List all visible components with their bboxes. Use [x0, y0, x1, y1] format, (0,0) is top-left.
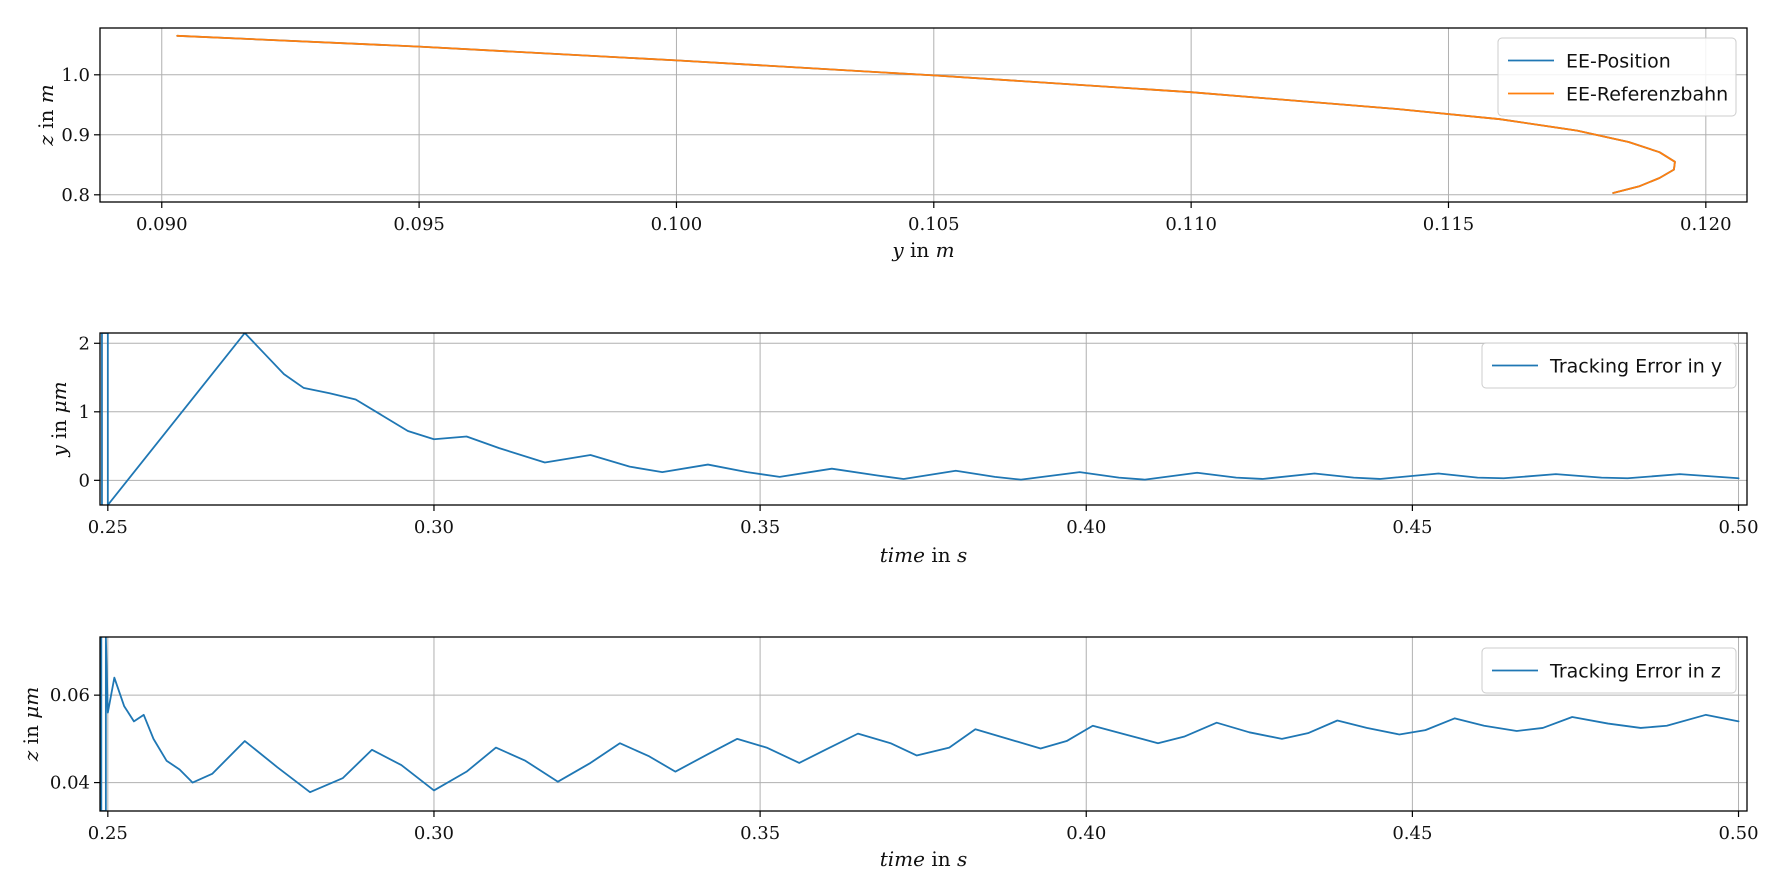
- x-tick-label: 0.45: [1392, 823, 1432, 844]
- legend-box: [1497, 37, 1737, 117]
- tracking-error-in-y-line: [101, 333, 1740, 505]
- y-tick-label: 0.06: [50, 685, 90, 706]
- x-tick-label: 0.50: [1718, 823, 1758, 844]
- tracking-error-z-panel: 0.25 0.30 0.35 0.40 0.45 0.50 0.04 0.06 time in…: [19, 636, 1759, 871]
- legend-box: [1481, 342, 1737, 389]
- legend-label: Tracking Error in z: [1549, 661, 1721, 683]
- x-tick-label: 0.095: [393, 214, 445, 235]
- tracking-error-z-legend: Tracking Error in z: [1481, 647, 1737, 694]
- ee-referenzbahn-line: [176, 34, 1676, 194]
- y-tick-label: 1.0: [61, 65, 90, 86]
- tracking-error-z-y-axis-label: z in μm: [19, 687, 43, 763]
- x-tick-label: 0.25: [88, 517, 128, 538]
- x-tick-label: 0.120: [1680, 214, 1732, 235]
- tracking-error-y-axes-frame: [99, 332, 1748, 506]
- legend-label: EE-Position: [1566, 51, 1671, 73]
- tracking-error-z-x-axis-label: time in s: [880, 847, 968, 871]
- x-tick-label: 0.115: [1423, 214, 1475, 235]
- tracking-error-z-series: [100, 637, 1740, 811]
- x-tick-label: 0.110: [1165, 214, 1217, 235]
- tracking-error-y-series: [101, 333, 1740, 505]
- tracking-error-y-ticks: 0.25 0.30 0.35 0.40 0.45 0.50 0 1 2: [79, 333, 1759, 538]
- tracking-error-in-z-line: [100, 637, 1740, 811]
- legend-label: EE-Referenzbahn: [1566, 84, 1728, 106]
- x-tick-label: 0.40: [1066, 517, 1106, 538]
- x-tick-label: 0.30: [414, 823, 454, 844]
- y-tick-label: 0.04: [50, 773, 90, 794]
- legend-box: [1481, 647, 1737, 694]
- x-tick-label: 0.090: [136, 214, 188, 235]
- x-tick-label: 0.35: [740, 823, 780, 844]
- trajectory-x-axis-label: y in m: [891, 238, 954, 262]
- tracking-error-y-legend: Tracking Error in y: [1481, 342, 1737, 389]
- tracking-error-y-x-axis-label: time in s: [880, 543, 968, 567]
- tracking-error-y-y-axis-label: y in μm: [47, 381, 71, 457]
- y-tick-label: 0: [79, 470, 90, 491]
- y-tick-label: 0.8: [61, 185, 90, 206]
- tracking-error-z-grid: [100, 637, 1747, 811]
- x-tick-label: 0.100: [651, 214, 703, 235]
- tracking-error-y-panel: 0.25 0.30 0.35 0.40 0.45 0.50 0 1 2 time in s y …: [47, 332, 1759, 567]
- x-tick-label: 0.45: [1392, 517, 1432, 538]
- x-tick-label: 0.30: [414, 517, 454, 538]
- x-tick-label: 0.35: [740, 517, 780, 538]
- trajectory-legend: EE-Position EE-Referenzbahn: [1497, 37, 1737, 117]
- trajectory-series: [176, 34, 1676, 194]
- trajectory-axes-frame: [99, 27, 1748, 203]
- y-tick-label: 2: [79, 333, 90, 354]
- trajectory-y-axis-label: z in m: [34, 84, 58, 147]
- tracking-error-z-axes-frame: [99, 636, 1748, 812]
- y-tick-label: 1: [79, 402, 90, 423]
- x-tick-label: 0.25: [88, 823, 128, 844]
- x-tick-label: 0.50: [1718, 517, 1758, 538]
- y-tick-label: 0.9: [61, 125, 90, 146]
- tracking-error-z-ticks: 0.25 0.30 0.35 0.40 0.45 0.50 0.04 0.06: [50, 685, 1759, 844]
- trajectory-ticks: 0.090 0.095 0.100 0.105 0.110 0.115 0.120 0.8 0.…: [61, 65, 1731, 235]
- x-tick-label: 0.40: [1066, 823, 1106, 844]
- trajectory-panel: 0.090 0.095 0.100 0.105 0.110 0.115 0.120 0.8 0.…: [34, 27, 1748, 262]
- legend-label: Tracking Error in y: [1549, 356, 1722, 378]
- x-tick-label: 0.105: [908, 214, 960, 235]
